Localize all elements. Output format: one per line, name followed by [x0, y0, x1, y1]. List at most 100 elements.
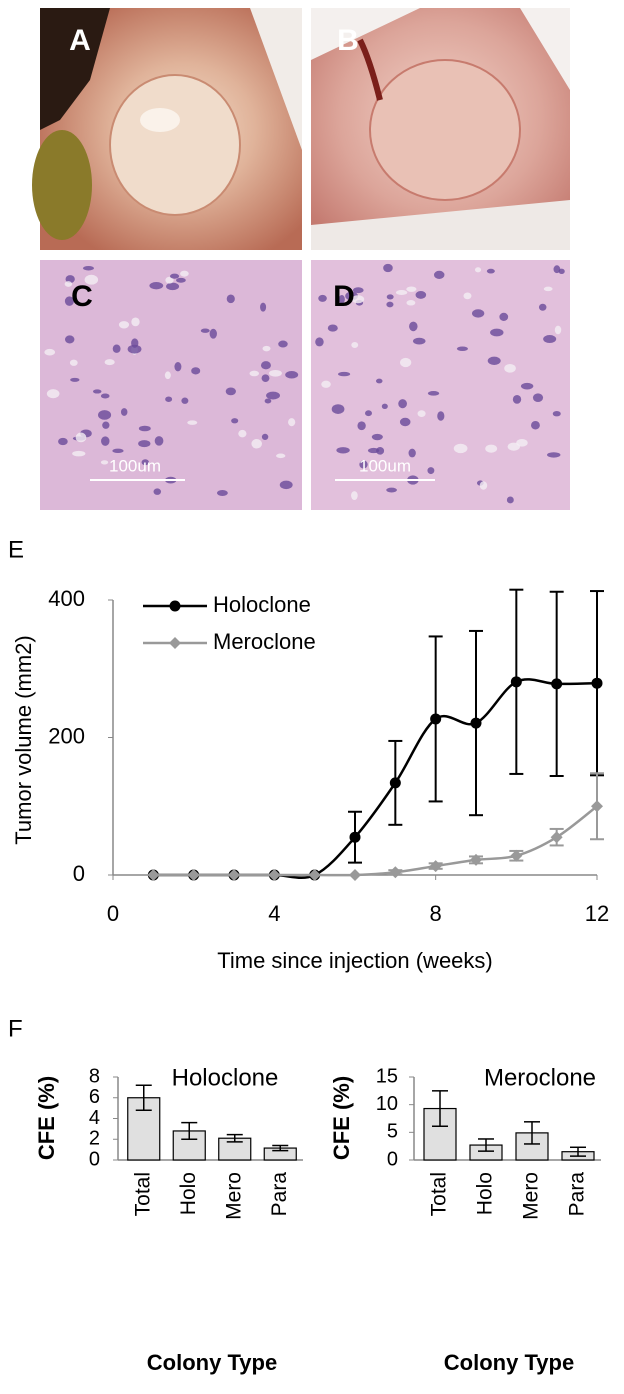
cell: [238, 429, 247, 438]
series-line: [153, 805, 598, 877]
cell: [398, 399, 407, 409]
cell: [187, 420, 198, 425]
cells: [44, 263, 565, 504]
cell: [433, 270, 445, 279]
cell: [138, 425, 151, 432]
cell: [102, 421, 110, 429]
marker: [429, 860, 442, 873]
x-tick-label: Holo: [177, 1172, 200, 1215]
marker: [510, 676, 522, 688]
x-tick-label: Total: [428, 1172, 451, 1216]
marker: [228, 869, 240, 881]
cell: [249, 370, 260, 377]
marker: [591, 677, 603, 689]
cell: [260, 361, 271, 370]
y-tick-label: 8: [89, 1065, 100, 1087]
cell: [131, 317, 140, 327]
marker: [550, 831, 563, 844]
cell: [261, 374, 270, 382]
cell: [367, 447, 380, 454]
error-bar: [181, 1121, 198, 1140]
cell: [479, 481, 488, 490]
cell: [351, 491, 358, 501]
marker: [187, 869, 200, 881]
cell: [386, 487, 397, 493]
chart-title: Holoclone: [172, 1064, 279, 1091]
cell: [100, 460, 109, 465]
y-tick-label: 10: [376, 1093, 398, 1115]
legend-label: Holoclone: [213, 592, 311, 617]
cell: [154, 436, 164, 446]
cell: [532, 393, 544, 402]
x-axis-label: Colony Type: [147, 1350, 277, 1375]
cell: [409, 321, 418, 332]
cell: [141, 459, 149, 466]
cell: [375, 378, 383, 384]
error-bar: [524, 1121, 540, 1145]
cell: [278, 340, 288, 348]
marker: [147, 869, 160, 881]
cell: [138, 440, 151, 448]
cell: [474, 267, 482, 273]
marker: [268, 869, 281, 881]
cell: [209, 328, 217, 339]
cell: [225, 387, 236, 396]
cell: [101, 436, 110, 446]
cell: [538, 303, 547, 311]
cell: [260, 302, 267, 312]
cell: [531, 421, 540, 430]
photo-label: A: [69, 24, 91, 57]
cell: [226, 294, 235, 304]
cell: [112, 448, 124, 454]
cell: [386, 301, 394, 308]
marker: [591, 800, 603, 813]
legend-marker: [169, 600, 181, 612]
cell: [169, 273, 180, 279]
x-tick-label: Mero: [222, 1172, 245, 1220]
cell: [268, 369, 282, 377]
x-tick-label: Holo: [474, 1172, 497, 1215]
marker: [510, 849, 523, 862]
cell: [264, 398, 272, 404]
cell: [166, 282, 180, 291]
panel-label: E: [8, 536, 24, 563]
cell: [351, 342, 359, 348]
cell: [351, 295, 365, 304]
x-axis-label: Time since injection (weeks): [217, 948, 493, 973]
legend-label: Meroclone: [213, 629, 316, 654]
y-tick-label: 4: [89, 1107, 100, 1129]
cell: [153, 488, 162, 495]
y-tick-label: 2: [89, 1128, 100, 1150]
cell: [72, 450, 86, 457]
cell: [331, 404, 345, 414]
cell: [499, 312, 509, 321]
cell: [554, 325, 562, 335]
scale-bar-label: 100um: [359, 456, 411, 475]
error-bar: [226, 1133, 243, 1143]
y-tick-label: 400: [48, 586, 85, 611]
cell: [395, 289, 408, 296]
cell: [276, 453, 286, 459]
photo-label: B: [337, 24, 359, 57]
cell: [485, 444, 498, 453]
error-bar: [272, 1144, 289, 1152]
cell: [165, 396, 173, 402]
cell: [365, 410, 372, 417]
marker: [470, 853, 482, 866]
cell: [552, 410, 561, 417]
y-tick-label: 0: [89, 1148, 100, 1170]
cell: [64, 335, 75, 344]
marker: [349, 831, 361, 843]
cell: [352, 287, 364, 294]
cell: [44, 348, 56, 356]
cell: [46, 389, 60, 399]
cell: [82, 265, 94, 271]
cell: [279, 480, 293, 490]
cell: [415, 290, 427, 299]
cell: [231, 418, 239, 424]
cell: [285, 371, 299, 379]
x-tick-label: 8: [430, 901, 442, 926]
chart-title: Meroclone: [484, 1064, 596, 1091]
